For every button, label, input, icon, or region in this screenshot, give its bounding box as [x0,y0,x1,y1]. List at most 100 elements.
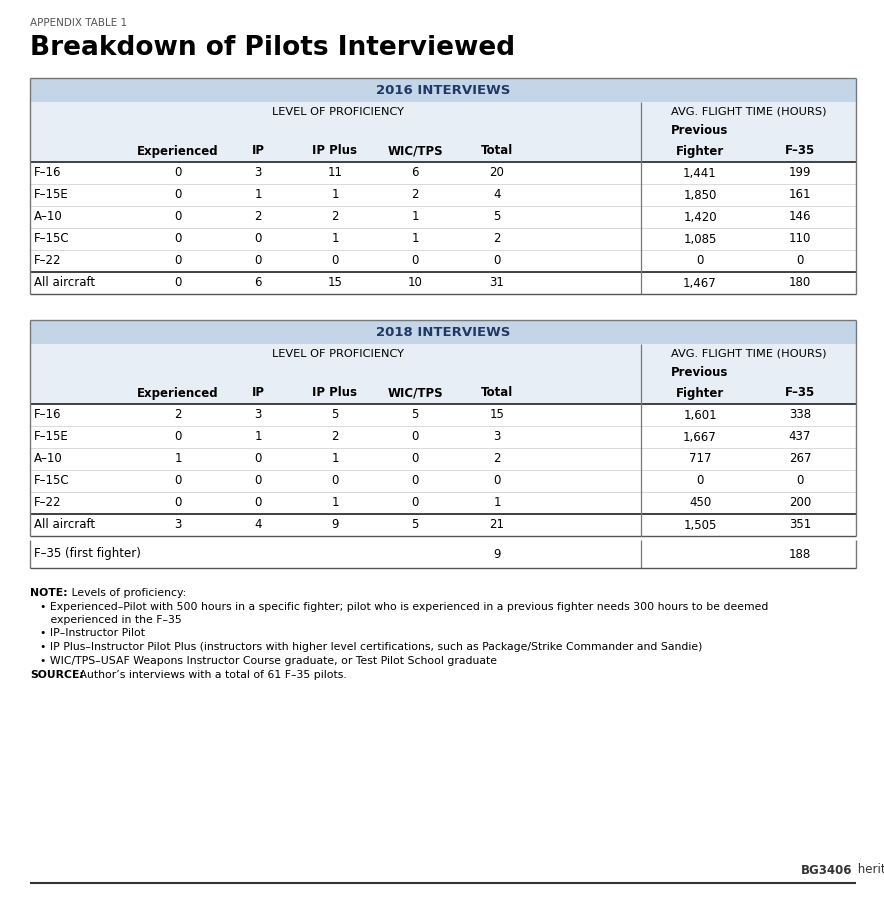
Text: 9: 9 [332,518,339,532]
Text: Previous: Previous [671,125,728,137]
Text: 10: 10 [408,277,423,289]
Text: 3: 3 [493,430,500,444]
Text: 1: 1 [411,210,419,224]
Text: 5: 5 [332,409,339,421]
Text: IP Plus: IP Plus [313,145,357,157]
Text: 2: 2 [493,453,500,465]
Text: 0: 0 [796,254,804,268]
Text: Experienced: Experienced [137,386,219,400]
Text: 4: 4 [255,518,262,532]
Bar [30,102,856,162]
Text: 110: 110 [789,233,812,245]
Text: 0: 0 [174,210,182,224]
Text: 0: 0 [332,474,339,488]
Text: 0: 0 [255,497,262,509]
Text: Fighter: Fighter [676,145,724,157]
Text: 351: 351 [789,518,812,532]
Text: IP: IP [252,386,264,400]
Text: AVG. FLIGHT TIME (HOURS): AVG. FLIGHT TIME (HOURS) [671,349,827,359]
Text: Total: Total [481,145,513,157]
Text: 1: 1 [411,233,419,245]
Text: F–16: F–16 [34,166,62,180]
Text: 199: 199 [789,166,812,180]
Text: 437: 437 [789,430,812,444]
Text: 3: 3 [255,166,262,180]
Text: Levels of proficiency:: Levels of proficiency: [68,588,187,598]
Text: 161: 161 [789,189,812,201]
Text: All aircraft: All aircraft [34,277,95,289]
Text: F–16: F–16 [34,409,62,421]
Text: 146: 146 [789,210,812,224]
Text: 0: 0 [174,474,182,488]
Text: 1,420: 1,420 [683,210,717,224]
Text: 1: 1 [255,430,262,444]
Text: • Experienced–Pilot with 500 hours in a specific fighter; pilot who is experienc: • Experienced–Pilot with 500 hours in a … [40,602,768,612]
Text: 15: 15 [490,409,505,421]
Text: 0: 0 [332,254,339,268]
Text: A–10: A–10 [34,453,63,465]
Text: APPENDIX TABLE 1: APPENDIX TABLE 1 [30,18,127,28]
Text: WIC/TPS: WIC/TPS [387,386,443,400]
Text: 0: 0 [697,474,704,488]
Text: 2018 INTERVIEWS: 2018 INTERVIEWS [376,325,510,339]
Text: BG3406: BG3406 [801,864,852,876]
Text: 0: 0 [493,474,500,488]
Text: 0: 0 [174,233,182,245]
Text: 0: 0 [255,233,262,245]
Text: 1,667: 1,667 [683,430,717,444]
Text: 0: 0 [174,277,182,289]
Text: 1,085: 1,085 [683,233,717,245]
Text: 0: 0 [174,189,182,201]
Text: 0: 0 [493,254,500,268]
Text: 31: 31 [490,277,505,289]
Text: 0: 0 [796,474,804,488]
Text: 0: 0 [255,254,262,268]
Text: 267: 267 [789,453,812,465]
Text: A–10: A–10 [34,210,63,224]
Text: heritage.org: heritage.org [854,864,884,876]
Text: 1,467: 1,467 [683,277,717,289]
Text: F–15C: F–15C [34,474,70,488]
Text: LEVEL OF PROFICIENCY: LEVEL OF PROFICIENCY [271,349,403,359]
Text: 0: 0 [411,430,419,444]
Text: 15: 15 [328,277,342,289]
Bar [30,78,856,102]
Text: Total: Total [481,386,513,400]
Text: 1,601: 1,601 [683,409,717,421]
Text: 20: 20 [490,166,505,180]
Text: F–15C: F–15C [34,233,70,245]
Text: 0: 0 [174,430,182,444]
Text: All aircraft: All aircraft [34,518,95,532]
Text: 4: 4 [493,189,500,201]
Text: F–35: F–35 [785,386,815,400]
Text: 200: 200 [789,497,812,509]
Text: 0: 0 [411,474,419,488]
Text: 11: 11 [327,166,342,180]
Text: 188: 188 [789,548,812,560]
Text: IP Plus: IP Plus [313,386,357,400]
Text: F–15E: F–15E [34,189,69,201]
Text: 0: 0 [174,497,182,509]
Text: SOURCE:: SOURCE: [30,670,84,680]
Text: 0: 0 [411,254,419,268]
Text: Experienced: Experienced [137,145,219,157]
Text: 180: 180 [789,277,812,289]
Text: 2016 INTERVIEWS: 2016 INTERVIEWS [376,84,510,96]
Text: 1: 1 [174,453,182,465]
Text: 1: 1 [332,233,339,245]
Text: 0: 0 [255,474,262,488]
Text: LEVEL OF PROFICIENCY: LEVEL OF PROFICIENCY [271,107,403,117]
Text: 0: 0 [697,254,704,268]
Text: F–22: F–22 [34,254,62,268]
Text: Breakdown of Pilots Interviewed: Breakdown of Pilots Interviewed [30,35,515,61]
Text: 0: 0 [174,166,182,180]
Text: AVG. FLIGHT TIME (HOURS): AVG. FLIGHT TIME (HOURS) [671,107,827,117]
Bar [30,344,856,404]
Text: 0: 0 [411,497,419,509]
Text: 2: 2 [332,430,339,444]
Text: 6: 6 [411,166,419,180]
Text: 0: 0 [255,453,262,465]
Text: 5: 5 [493,210,500,224]
Text: 3: 3 [255,409,262,421]
Text: 2: 2 [493,233,500,245]
